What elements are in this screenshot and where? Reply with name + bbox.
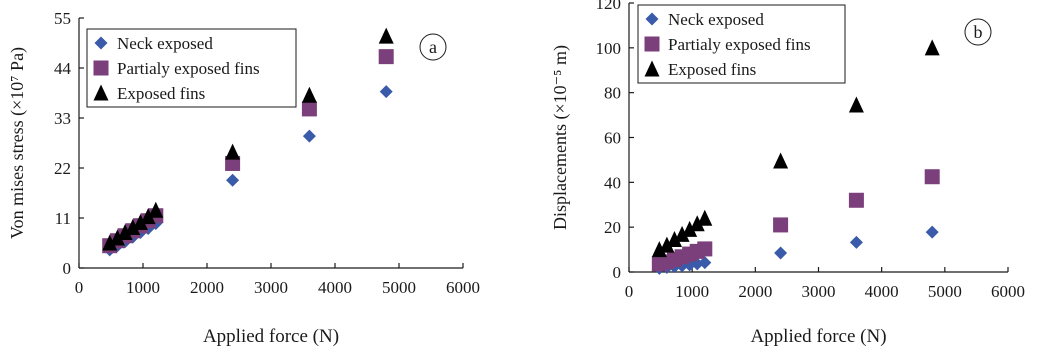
- x-tick-label: 6000: [446, 278, 480, 297]
- x-tick-label: 0: [75, 278, 84, 297]
- data-point: [689, 215, 705, 232]
- data-point: [848, 96, 864, 113]
- y-tick-label: 22: [54, 159, 71, 178]
- x-axis-label: Applied force (N): [203, 326, 339, 347]
- panel-label: a: [429, 37, 437, 57]
- data-point: [117, 224, 133, 241]
- x-axis-label: Applied force (N): [750, 326, 886, 347]
- legend-box: [637, 4, 846, 84]
- legend-label: Neck exposed: [117, 34, 213, 53]
- data-point: [379, 85, 393, 99]
- legend-marker: [93, 60, 109, 76]
- x-tick-label: 6000: [991, 282, 1025, 301]
- legend-label: Exposed fins: [668, 60, 756, 79]
- data-point: [225, 155, 241, 171]
- data-point: [225, 143, 241, 160]
- data-point: [697, 241, 713, 257]
- data-point: [148, 201, 164, 218]
- data-point: [378, 27, 394, 44]
- data-point: [125, 219, 141, 236]
- data-point: [102, 234, 118, 251]
- data-point: [773, 152, 789, 169]
- legend-label: Exposed fins: [117, 84, 205, 103]
- legend-marker: [645, 12, 659, 26]
- x-tick-label: 1000: [126, 278, 160, 297]
- data-point: [651, 241, 667, 258]
- panel-label-circle: [419, 33, 447, 61]
- data-point: [674, 225, 690, 242]
- series-triangle: [651, 39, 940, 258]
- legend: Neck exposed Partialy exposed fins Exposed…: [86, 28, 297, 108]
- legend-marker: [94, 36, 108, 50]
- data-point: [659, 236, 675, 253]
- data-point: [774, 246, 788, 260]
- y-axis-label: Von mises stress (×10⁷ Pa): [7, 47, 28, 239]
- series-triangle: [102, 27, 394, 251]
- data-point: [925, 225, 939, 239]
- y-axis-label: Displacements (×10⁻⁵ m): [550, 45, 571, 230]
- legend-label: Partialy exposed fins: [117, 59, 260, 78]
- data-point: [697, 209, 713, 226]
- x-tick-label: 0: [625, 282, 634, 301]
- chart-panel-a: 0 1000 2000 3000 4000 5000 6000 0 11 22 33 44 55 Appl…: [7, 9, 480, 347]
- data-point: [849, 235, 863, 249]
- data-point: [698, 256, 712, 270]
- x-tick-label: 4000: [865, 282, 899, 301]
- legend-label: Partialy exposed fins: [668, 35, 811, 54]
- legend: Neck exposed Partialy exposed fins Exposed…: [637, 4, 846, 84]
- y-tick-label: 120: [596, 0, 622, 13]
- y-tick-label: 0: [63, 259, 72, 278]
- legend-label: Neck exposed: [668, 10, 764, 29]
- x-tick-label: 3000: [254, 278, 288, 297]
- legend-marker: [93, 84, 109, 101]
- data-point: [773, 217, 789, 233]
- y-tick-label: 20: [604, 218, 621, 237]
- data-point: [301, 101, 317, 117]
- y-tick-label: 0: [613, 263, 622, 282]
- legend-marker: [644, 60, 660, 77]
- y-tick-label: 40: [604, 173, 621, 192]
- data-point: [378, 49, 394, 65]
- legend-box: [86, 28, 297, 108]
- data-point: [109, 229, 125, 246]
- data-point: [226, 173, 240, 187]
- data-point: [924, 39, 940, 56]
- legend-marker: [644, 36, 660, 52]
- data-point: [848, 192, 864, 208]
- panel-label-circle: [964, 18, 992, 46]
- x-tick-label: 1000: [675, 282, 709, 301]
- x-tick-label: 4000: [318, 278, 352, 297]
- y-tick-label: 55: [54, 9, 71, 28]
- data-point: [301, 86, 317, 103]
- x-tick-label: 2000: [738, 282, 772, 301]
- data-point: [132, 214, 148, 231]
- y-tick-label: 60: [604, 129, 621, 148]
- data-point: [302, 129, 316, 143]
- data-point: [140, 208, 156, 225]
- x-tick-label: 2000: [190, 278, 224, 297]
- y-tick-label: 11: [55, 209, 71, 228]
- y-tick-label: 33: [54, 109, 71, 128]
- data-point: [666, 230, 682, 247]
- y-tick-label: 100: [596, 39, 622, 58]
- series-square: [651, 169, 940, 272]
- x-tick-label: 3000: [802, 282, 836, 301]
- y-tick-label: 44: [54, 59, 72, 78]
- chart-panel-b: 0 1000 2000 3000 4000 5000 6000 0 20 40 60 80 100 120…: [550, 0, 1025, 347]
- panel-label: b: [974, 22, 983, 42]
- x-tick-label: 5000: [382, 278, 416, 297]
- data-point: [682, 220, 698, 237]
- y-tick-label: 80: [604, 84, 621, 103]
- x-tick-label: 5000: [928, 282, 962, 301]
- data-point: [924, 169, 940, 185]
